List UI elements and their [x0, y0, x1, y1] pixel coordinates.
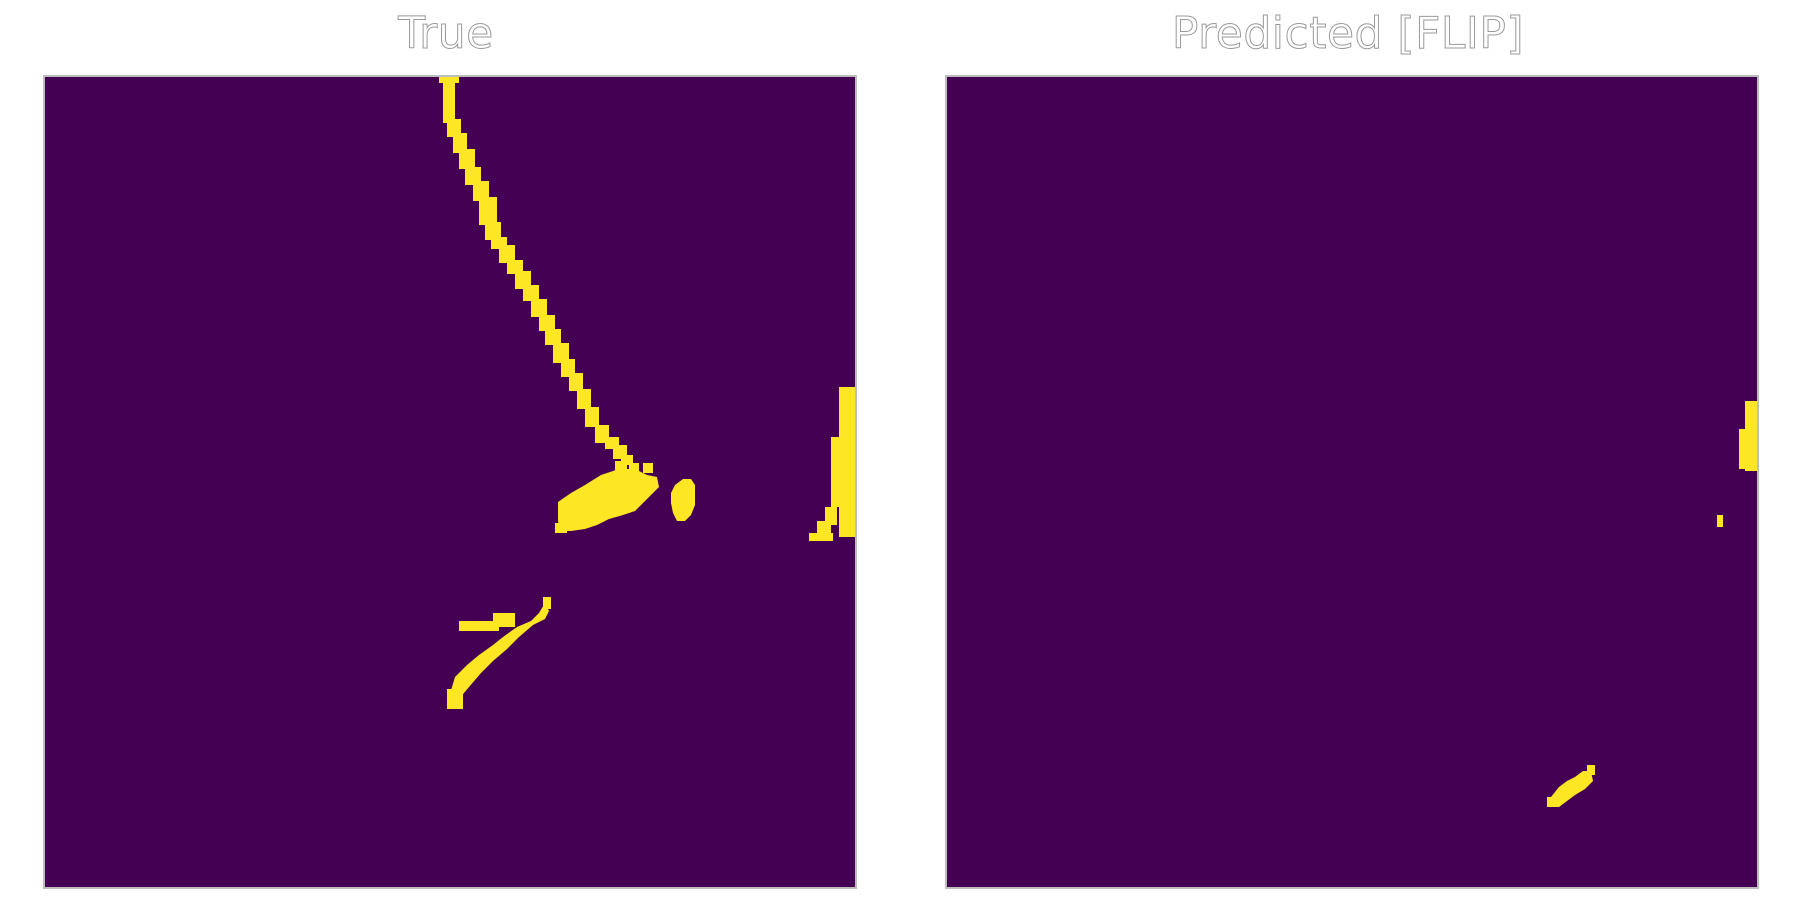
mask-region: [629, 463, 639, 473]
mask-region: [1717, 515, 1723, 527]
panel-title-predicted: Predicted [FLIP]: [1171, 8, 1525, 60]
mask-region: [465, 167, 481, 185]
mask-region: [543, 597, 551, 609]
mask-region: [577, 389, 591, 409]
mask-region: [493, 613, 515, 627]
mask-region: [558, 469, 659, 531]
mask-region: [507, 260, 523, 274]
mask-region: [585, 407, 599, 427]
mask-region: [831, 437, 841, 507]
mask-region: [555, 523, 567, 533]
mask-region: [825, 507, 837, 525]
mask-region: [1547, 797, 1557, 807]
mask-region: [523, 285, 539, 301]
mask-region: [447, 119, 461, 137]
mask-background: [45, 77, 855, 887]
mask-region: [839, 387, 855, 537]
mask-region: [539, 315, 555, 331]
mask-region: [473, 181, 489, 201]
mask-background: [947, 77, 1757, 887]
mask-region: [443, 83, 455, 123]
mask-region: [515, 271, 531, 289]
mask-region: [447, 689, 463, 709]
mask-region: [531, 299, 547, 317]
true-mask-panel: True: [36, 0, 866, 900]
mask-region: [439, 77, 459, 83]
mask-region: [569, 373, 583, 391]
mask-region: [809, 533, 833, 541]
mask-region: [671, 479, 695, 521]
mask-region: [1745, 401, 1757, 471]
mask-region: [553, 343, 569, 363]
true-mask-plot: [45, 77, 855, 887]
mask-region: [1551, 771, 1593, 807]
mask-region: [459, 621, 499, 631]
mask-region: [621, 455, 633, 465]
mask-region: [1739, 429, 1747, 469]
mask-region: [1587, 765, 1595, 775]
mask-region: [449, 603, 549, 705]
mask-region: [479, 197, 497, 225]
mask-region: [453, 133, 467, 153]
true-mask-image: [43, 75, 857, 889]
mask-region: [459, 149, 475, 169]
mask-region: [643, 463, 653, 473]
mask-region: [545, 329, 561, 345]
mask-region: [499, 245, 515, 263]
mask-region: [561, 359, 575, 377]
predicted-mask-plot: [947, 77, 1757, 887]
panel-title-true: True: [398, 8, 494, 60]
predicted-mask-image: [945, 75, 1759, 889]
mask-region: [485, 222, 501, 240]
mask-region: [615, 461, 627, 473]
predicted-mask-panel: Predicted [FLIP]: [938, 0, 1768, 900]
